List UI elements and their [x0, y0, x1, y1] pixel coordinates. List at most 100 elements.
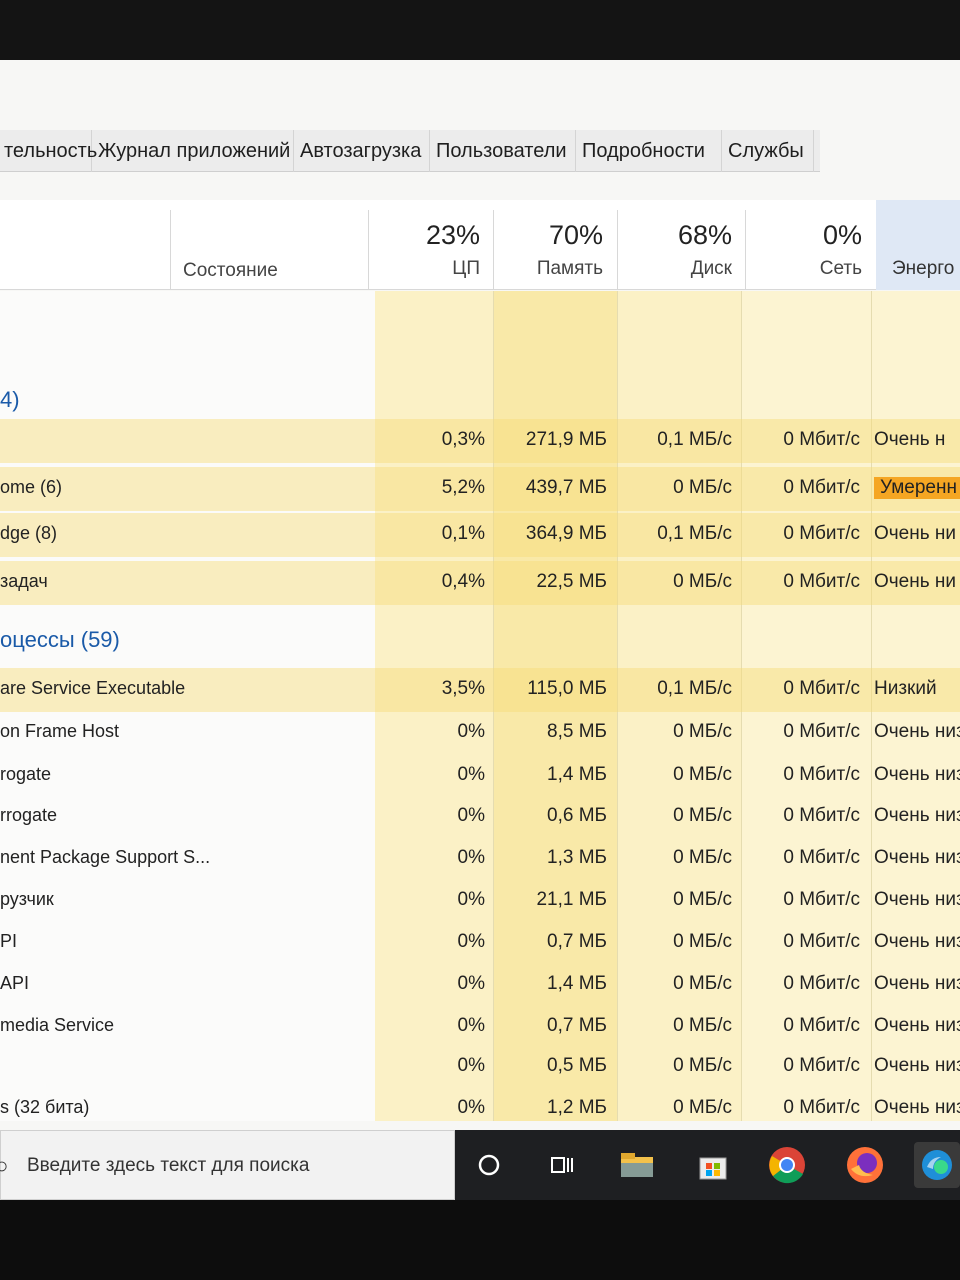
process-row[interactable]: rrogate 0% 0,6 МБ 0 МБ/с 0 Мбит/с Очень низ [0, 795, 960, 839]
windows-taskbar: ○ Введите здесь текст для поиска [0, 1130, 960, 1200]
memory-value: 1,4 МБ [547, 764, 607, 785]
process-row[interactable]: API 0% 1,4 МБ 0 МБ/с 0 Мбит/с Очень низк [0, 963, 960, 1007]
file-explorer-icon[interactable] [614, 1142, 660, 1188]
process-name: media Service [0, 1015, 115, 1035]
process-row[interactable]: are Service Executable 3,5% 115,0 МБ 0,1 МБ… [0, 668, 960, 712]
process-row[interactable]: rogate 0% 1,4 МБ 0 МБ/с 0 Мбит/с Очень низ [0, 754, 960, 798]
process-name: nent Package Support S... [0, 847, 211, 867]
firefox-icon[interactable] [842, 1142, 888, 1188]
process-row[interactable]: задач 0,4% 22,5 МБ 0 МБ/с 0 Мбит/с Очень ни [0, 561, 960, 605]
energy-column-header[interactable]: Энерго [876, 200, 960, 290]
cpu-value: 3,5% [441, 678, 485, 699]
taskbar-search-box[interactable]: ○ Введите здесь текст для поиска [0, 1130, 455, 1200]
energy-label: Энерго [892, 258, 955, 279]
process-row[interactable]: 0,3% 271,9 МБ 0,1 МБ/с 0 Мбит/с Очень н [0, 419, 960, 463]
disk-value: 0,1 МБ/с [657, 429, 732, 450]
apps-group-header[interactable]: 4) [0, 387, 20, 412]
energy-value: Очень низ [874, 805, 960, 826]
energy-value: Очень низк [874, 889, 960, 910]
network-value: 0 Мбит/с [783, 1097, 860, 1118]
disk-value: 0 МБ/с [673, 805, 732, 826]
memory-value: 1,4 МБ [547, 973, 607, 994]
tab-services[interactable]: Службы [724, 130, 814, 172]
energy-value: Очень низко [874, 1055, 960, 1076]
disk-value: 0 МБ/с [673, 1055, 732, 1076]
network-value: 0 Мбит/с [783, 523, 860, 544]
network-value: 0 Мбит/с [783, 429, 860, 450]
energy-value: Очень ни [874, 571, 957, 592]
search-icon: ○ [0, 1153, 9, 1178]
cpu-value: 0% [457, 889, 485, 910]
cpu-value: 0% [457, 1015, 485, 1036]
disk-value: 0 МБ/с [673, 973, 732, 994]
network-value: 0 Мбит/с [783, 571, 860, 592]
tab-users[interactable]: Пользователи [432, 130, 576, 172]
process-row[interactable]: 0% 0,5 МБ 0 МБ/с 0 Мбит/с Очень низко [0, 1045, 960, 1089]
network-value: 0 Мбит/с [783, 973, 860, 994]
energy-value: Очень ни [874, 523, 957, 544]
process-name: rogate [0, 764, 52, 784]
cpu-value: 0% [457, 973, 485, 994]
process-name: ome (6) [0, 477, 63, 497]
network-value: 0 Мбит/с [783, 721, 860, 742]
energy-value: Очень низ [874, 847, 960, 868]
memory-percent[interactable]: 70% [548, 220, 603, 250]
memory-value: 115,0 МБ [527, 678, 607, 699]
cpu-percent[interactable]: 23% [425, 220, 480, 250]
process-row[interactable]: ome (6) 5,2% 439,7 МБ 0 МБ/с 0 Мбит/с Умеренн [0, 467, 960, 511]
process-row[interactable]: dge (8) 0,1% 364,9 МБ 0,1 МБ/с 0 Мбит/с Очень… [0, 513, 960, 557]
process-name: API [0, 973, 30, 993]
disk-column-header[interactable]: Диск [690, 258, 732, 279]
disk-value: 0 МБ/с [673, 1015, 732, 1036]
network-value: 0 Мбит/с [783, 1015, 860, 1036]
tab-app-history[interactable]: Журнал приложений [94, 130, 294, 172]
cpu-value: 0% [457, 847, 485, 868]
disk-value: 0 МБ/с [673, 931, 732, 952]
process-row[interactable]: nent Package Support S... 0% 1,3 МБ 0 МБ/с 0… [0, 837, 960, 881]
column-header: Состояние 23% ЦП 70% Память 68% Диск 0% … [0, 200, 960, 290]
memory-column-header[interactable]: Память [536, 258, 603, 279]
cpu-value: 5,2% [441, 477, 485, 498]
disk-value: 0 МБ/с [673, 1097, 732, 1118]
memory-value: 8,5 МБ [547, 721, 607, 742]
energy-value: Очень низк [874, 931, 960, 952]
store-icon[interactable] [690, 1142, 736, 1188]
cpu-column-header[interactable]: ЦП [452, 258, 480, 279]
memory-value: 0,7 МБ [547, 931, 607, 952]
cpu-value: 0,4% [441, 571, 485, 592]
tab-startup[interactable]: Автозагрузка [296, 130, 430, 172]
disk-percent[interactable]: 68% [677, 220, 732, 250]
network-value: 0 Мбит/с [783, 847, 860, 868]
task-manager-window: тельность Журнал приложений Автозагрузка… [0, 60, 960, 1156]
task-view-icon[interactable] [538, 1142, 584, 1188]
cpu-value: 0% [457, 1097, 485, 1118]
process-row[interactable]: рузчик 0% 21,1 МБ 0 МБ/с 0 Мбит/с Очень низк [0, 879, 960, 923]
process-name: dge (8) [0, 523, 58, 543]
disk-value: 0,1 МБ/с [657, 523, 732, 544]
memory-value: 0,5 МБ [547, 1055, 607, 1076]
network-value: 0 Мбит/с [783, 889, 860, 910]
network-percent[interactable]: 0% [822, 220, 862, 250]
chrome-icon[interactable] [764, 1142, 810, 1188]
disk-value: 0 МБ/с [673, 889, 732, 910]
tab-details[interactable]: Подробности [578, 130, 722, 172]
cpu-value: 0% [457, 805, 485, 826]
status-column-header[interactable]: Состояние [183, 260, 278, 281]
edge-icon[interactable] [914, 1142, 960, 1188]
energy-value: Очень низ [874, 764, 960, 785]
disk-value: 0 МБ/с [673, 571, 732, 592]
process-row[interactable]: media Service 0% 0,7 МБ 0 МБ/с 0 Мбит/с Очень… [0, 1005, 960, 1049]
memory-value: 1,2 МБ [547, 1097, 607, 1118]
background-processes-group-header[interactable]: оцессы (59) [0, 627, 120, 652]
process-name: задач [0, 571, 48, 591]
process-row[interactable]: s (32 бита) 0% 1,2 МБ 0 МБ/с 0 Мбит/с Очень н… [0, 1087, 960, 1131]
energy-value: Низкий [874, 678, 937, 699]
network-column-header[interactable]: Сеть [819, 258, 862, 279]
memory-value: 0,6 МБ [547, 805, 607, 826]
process-row[interactable]: PI 0% 0,7 МБ 0 МБ/с 0 Мбит/с Очень низк [0, 921, 960, 965]
cortana-icon[interactable] [466, 1142, 512, 1188]
tab-performance[interactable]: тельность [0, 130, 97, 172]
network-value: 0 Мбит/с [783, 477, 860, 498]
memory-value: 0,7 МБ [547, 1015, 607, 1036]
process-row[interactable]: on Frame Host 0% 8,5 МБ 0 МБ/с 0 Мбит/с Очень… [0, 711, 960, 755]
